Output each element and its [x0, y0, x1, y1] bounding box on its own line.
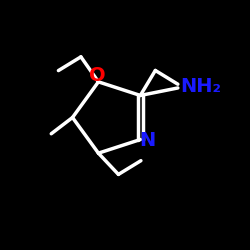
- Text: NH₂: NH₂: [180, 77, 221, 96]
- Text: N: N: [139, 131, 156, 150]
- Text: O: O: [89, 66, 106, 85]
